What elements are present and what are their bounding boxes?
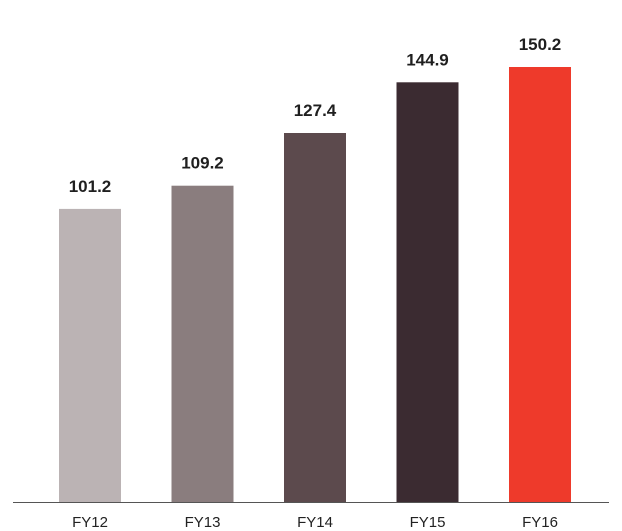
value-labels-group: 101.2 109.2 127.4 144.9 150.2 [69,35,562,196]
x-tick-label-fy12: FY12 [72,514,108,531]
bar-fy15 [396,82,459,503]
value-label-fy14: 127.4 [294,101,337,120]
x-tick-labels-group: FY12 FY13 FY14 FY15 FY16 [72,514,558,531]
value-label-fy12: 101.2 [69,177,112,196]
bar-fy13 [171,185,234,502]
value-label-fy16: 150.2 [519,35,562,54]
bar-fy14 [284,133,346,502]
bar-fy16 [509,67,571,502]
bars-group [59,67,571,503]
x-tick-label-fy15: FY15 [410,514,446,531]
x-tick-label-fy16: FY16 [522,514,558,531]
x-tick-label-fy13: FY13 [185,514,221,531]
value-label-fy15: 144.9 [406,50,449,69]
value-label-fy13: 109.2 [181,154,224,173]
bar-fy12 [59,208,121,502]
x-tick-label-fy14: FY14 [297,514,333,531]
